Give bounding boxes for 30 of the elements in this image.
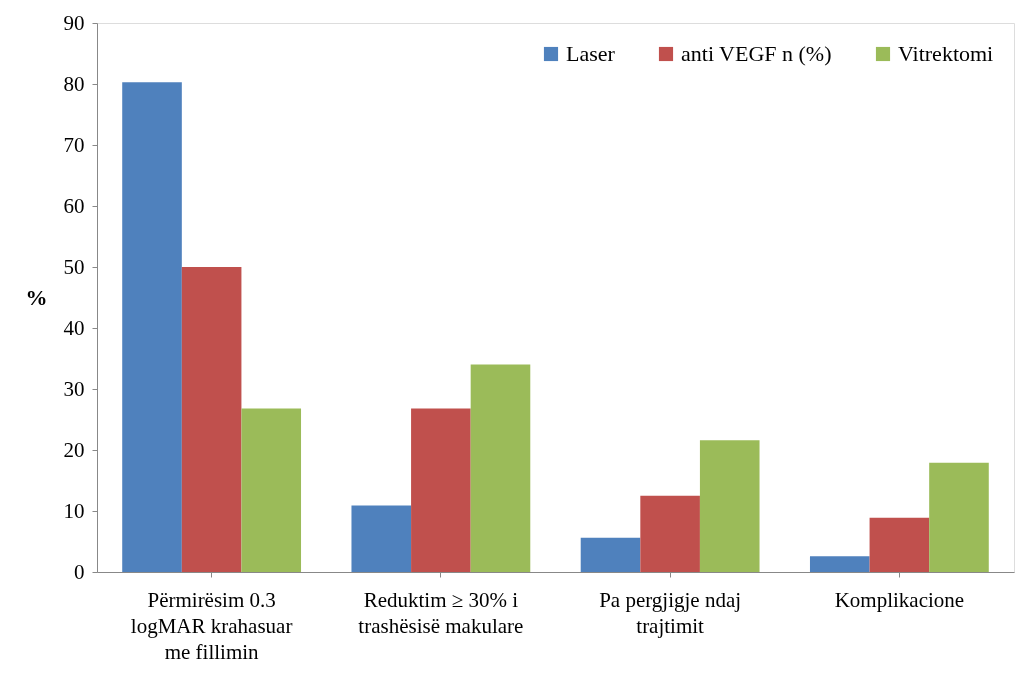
bar	[122, 82, 182, 572]
bar	[411, 408, 471, 572]
bar	[699, 440, 760, 572]
y-axis-title: %	[25, 285, 48, 310]
legend-label: Vitrektomi	[898, 41, 994, 66]
bar	[470, 364, 531, 572]
y-tick-label: 20	[63, 437, 85, 462]
y-tick-label: 30	[63, 376, 85, 401]
x-tick-label: Komplikacione	[834, 587, 965, 612]
y-tick-label: 60	[63, 193, 85, 218]
bar	[869, 517, 930, 572]
bar	[929, 462, 989, 572]
y-tick-label: 10	[63, 498, 85, 523]
bar	[580, 537, 641, 572]
y-tick-label: 50	[63, 254, 85, 279]
x-tick-label: Përmirësim 0.3 logMAR krahasuar me fillimin	[130, 587, 293, 664]
bar	[181, 267, 242, 572]
bar	[351, 505, 412, 572]
bar	[640, 495, 700, 572]
y-tick-label: 70	[63, 132, 85, 157]
y-tick-label: 0	[74, 559, 85, 584]
y-tick-label: 40	[63, 315, 85, 340]
bar	[809, 556, 870, 572]
legend-label: anti VEGF n (%)	[681, 41, 832, 66]
legend-label: Laser	[566, 41, 616, 66]
y-tick-label: 80	[63, 71, 85, 96]
y-tick-label: 90	[63, 10, 85, 35]
x-tick-label: Pa pergjigje ndaj trajtimit	[599, 587, 742, 638]
x-tick-label: Reduktim ≥ 30% i trashësisë makulare	[358, 587, 524, 638]
bar	[241, 408, 302, 572]
